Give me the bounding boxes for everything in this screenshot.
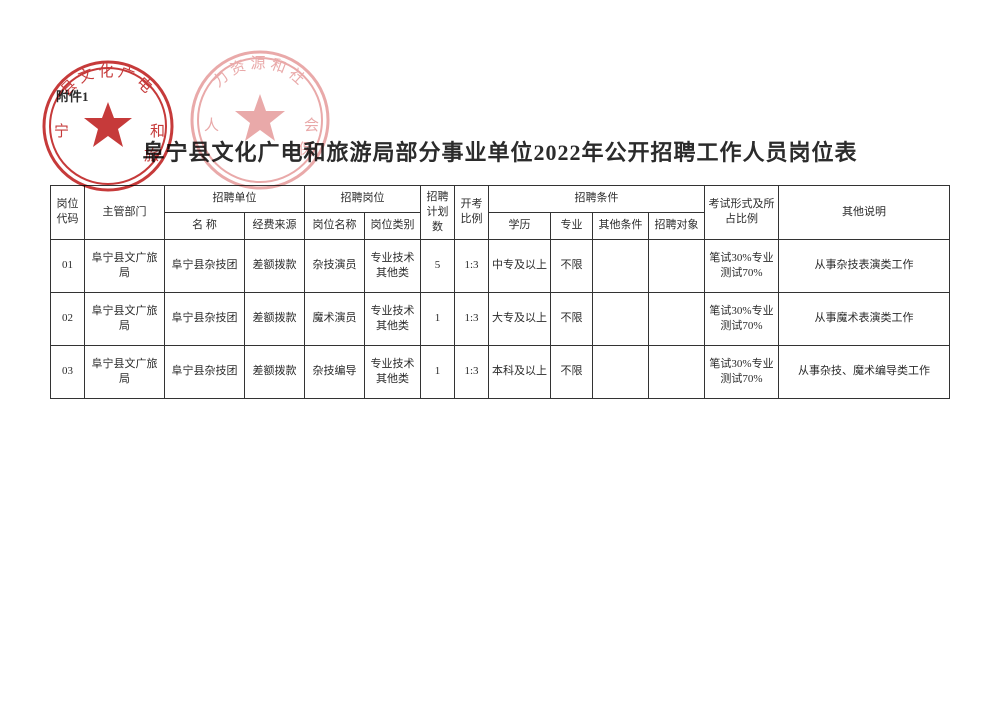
cell-post_name: 杂技编导 [305, 345, 365, 398]
cell-post_type: 专业技术其他类 [365, 345, 421, 398]
cell-post_type: 专业技术其他类 [365, 292, 421, 345]
th-unit-name: 名 称 [165, 212, 245, 239]
th-fund: 经费来源 [245, 212, 305, 239]
cell-target [649, 239, 705, 292]
cell-ratio: 1:3 [455, 239, 489, 292]
th-post-group: 招聘岗位 [305, 186, 421, 213]
cell-edu: 大专及以上 [489, 292, 551, 345]
cell-note: 从事杂技、魔术编导类工作 [779, 345, 950, 398]
th-post-name: 岗位名称 [305, 212, 365, 239]
attachment-label: 附件1 [56, 86, 89, 105]
th-dept: 主管部门 [85, 186, 165, 240]
th-post-type: 岗位类别 [365, 212, 421, 239]
stamp2-text-l: 人 [204, 117, 219, 134]
table-row: 01阜宁县文广旅局阜宁县杂技团差额拨款杂技演员专业技术其他类51:3中专及以上不… [51, 239, 950, 292]
cell-code: 02 [51, 292, 85, 345]
page-title: 阜宁县文化广电和旅游局部分事业单位2022年公开招聘工作人员岗位表 [50, 135, 950, 167]
cell-unit_name: 阜宁县杂技团 [165, 292, 245, 345]
cell-ratio: 1:3 [455, 345, 489, 398]
cell-other_cond [593, 239, 649, 292]
cell-major: 不限 [551, 292, 593, 345]
cell-plan: 1 [421, 345, 455, 398]
cell-fund: 差额拨款 [245, 345, 305, 398]
cell-note: 从事魔术表演类工作 [779, 292, 950, 345]
cell-exam: 笔试30%专业测试70% [705, 239, 779, 292]
cell-other_cond [593, 292, 649, 345]
cell-major: 不限 [551, 239, 593, 292]
table-header: 岗位代码 主管部门 招聘单位 招聘岗位 招聘计划数 开考比例 招聘条件 考试形式… [51, 186, 950, 240]
cell-edu: 中专及以上 [489, 239, 551, 292]
cell-code: 01 [51, 239, 85, 292]
cell-plan: 5 [421, 239, 455, 292]
cell-post_name: 杂技演员 [305, 239, 365, 292]
cell-fund: 差额拨款 [245, 239, 305, 292]
cell-post_type: 专业技术其他类 [365, 239, 421, 292]
positions-table: 岗位代码 主管部门 招聘单位 招聘岗位 招聘计划数 开考比例 招聘条件 考试形式… [50, 185, 950, 399]
cell-dept: 阜宁县文广旅局 [85, 345, 165, 398]
cell-major: 不限 [551, 345, 593, 398]
cell-other_cond [593, 345, 649, 398]
table-body: 01阜宁县文广旅局阜宁县杂技团差额拨款杂技演员专业技术其他类51:3中专及以上不… [51, 239, 950, 398]
cell-ratio: 1:3 [455, 292, 489, 345]
th-ratio: 开考比例 [455, 186, 489, 240]
th-exam: 考试形式及所占比例 [705, 186, 779, 240]
stamp-hr-bureau: 力资源和社 人 会 保 [188, 48, 332, 192]
th-plan: 招聘计划数 [421, 186, 455, 240]
cell-dept: 阜宁县文广旅局 [85, 292, 165, 345]
table-row: 03阜宁县文广旅局阜宁县杂技团差额拨款杂技编导专业技术其他类11:3本科及以上不… [51, 345, 950, 398]
cell-edu: 本科及以上 [489, 345, 551, 398]
cell-unit_name: 阜宁县杂技团 [165, 345, 245, 398]
svg-text:力资源和社: 力资源和社 [209, 55, 310, 91]
th-unit-group: 招聘单位 [165, 186, 305, 213]
th-edu: 学历 [489, 212, 551, 239]
stamp2-text: 力资源和社 [209, 55, 310, 91]
th-other-cond: 其他条件 [593, 212, 649, 239]
th-cond-group: 招聘条件 [489, 186, 705, 213]
cell-code: 03 [51, 345, 85, 398]
stamp-culture-bureau: 县文化广电 宁 和 旅 [40, 58, 176, 194]
th-code: 岗位代码 [51, 186, 85, 240]
cell-exam: 笔试30%专业测试70% [705, 292, 779, 345]
th-note: 其他说明 [779, 186, 950, 240]
cell-unit_name: 阜宁县杂技团 [165, 239, 245, 292]
cell-target [649, 345, 705, 398]
cell-fund: 差额拨款 [245, 292, 305, 345]
table-row: 02阜宁县文广旅局阜宁县杂技团差额拨款魔术演员专业技术其他类11:3大专及以上不… [51, 292, 950, 345]
th-major: 专业 [551, 212, 593, 239]
cell-target [649, 292, 705, 345]
cell-dept: 阜宁县文广旅局 [85, 239, 165, 292]
stamp2-text-r: 会 [304, 117, 319, 134]
cell-post_name: 魔术演员 [305, 292, 365, 345]
cell-plan: 1 [421, 292, 455, 345]
cell-note: 从事杂技表演类工作 [779, 239, 950, 292]
cell-exam: 笔试30%专业测试70% [705, 345, 779, 398]
th-target: 招聘对象 [649, 212, 705, 239]
